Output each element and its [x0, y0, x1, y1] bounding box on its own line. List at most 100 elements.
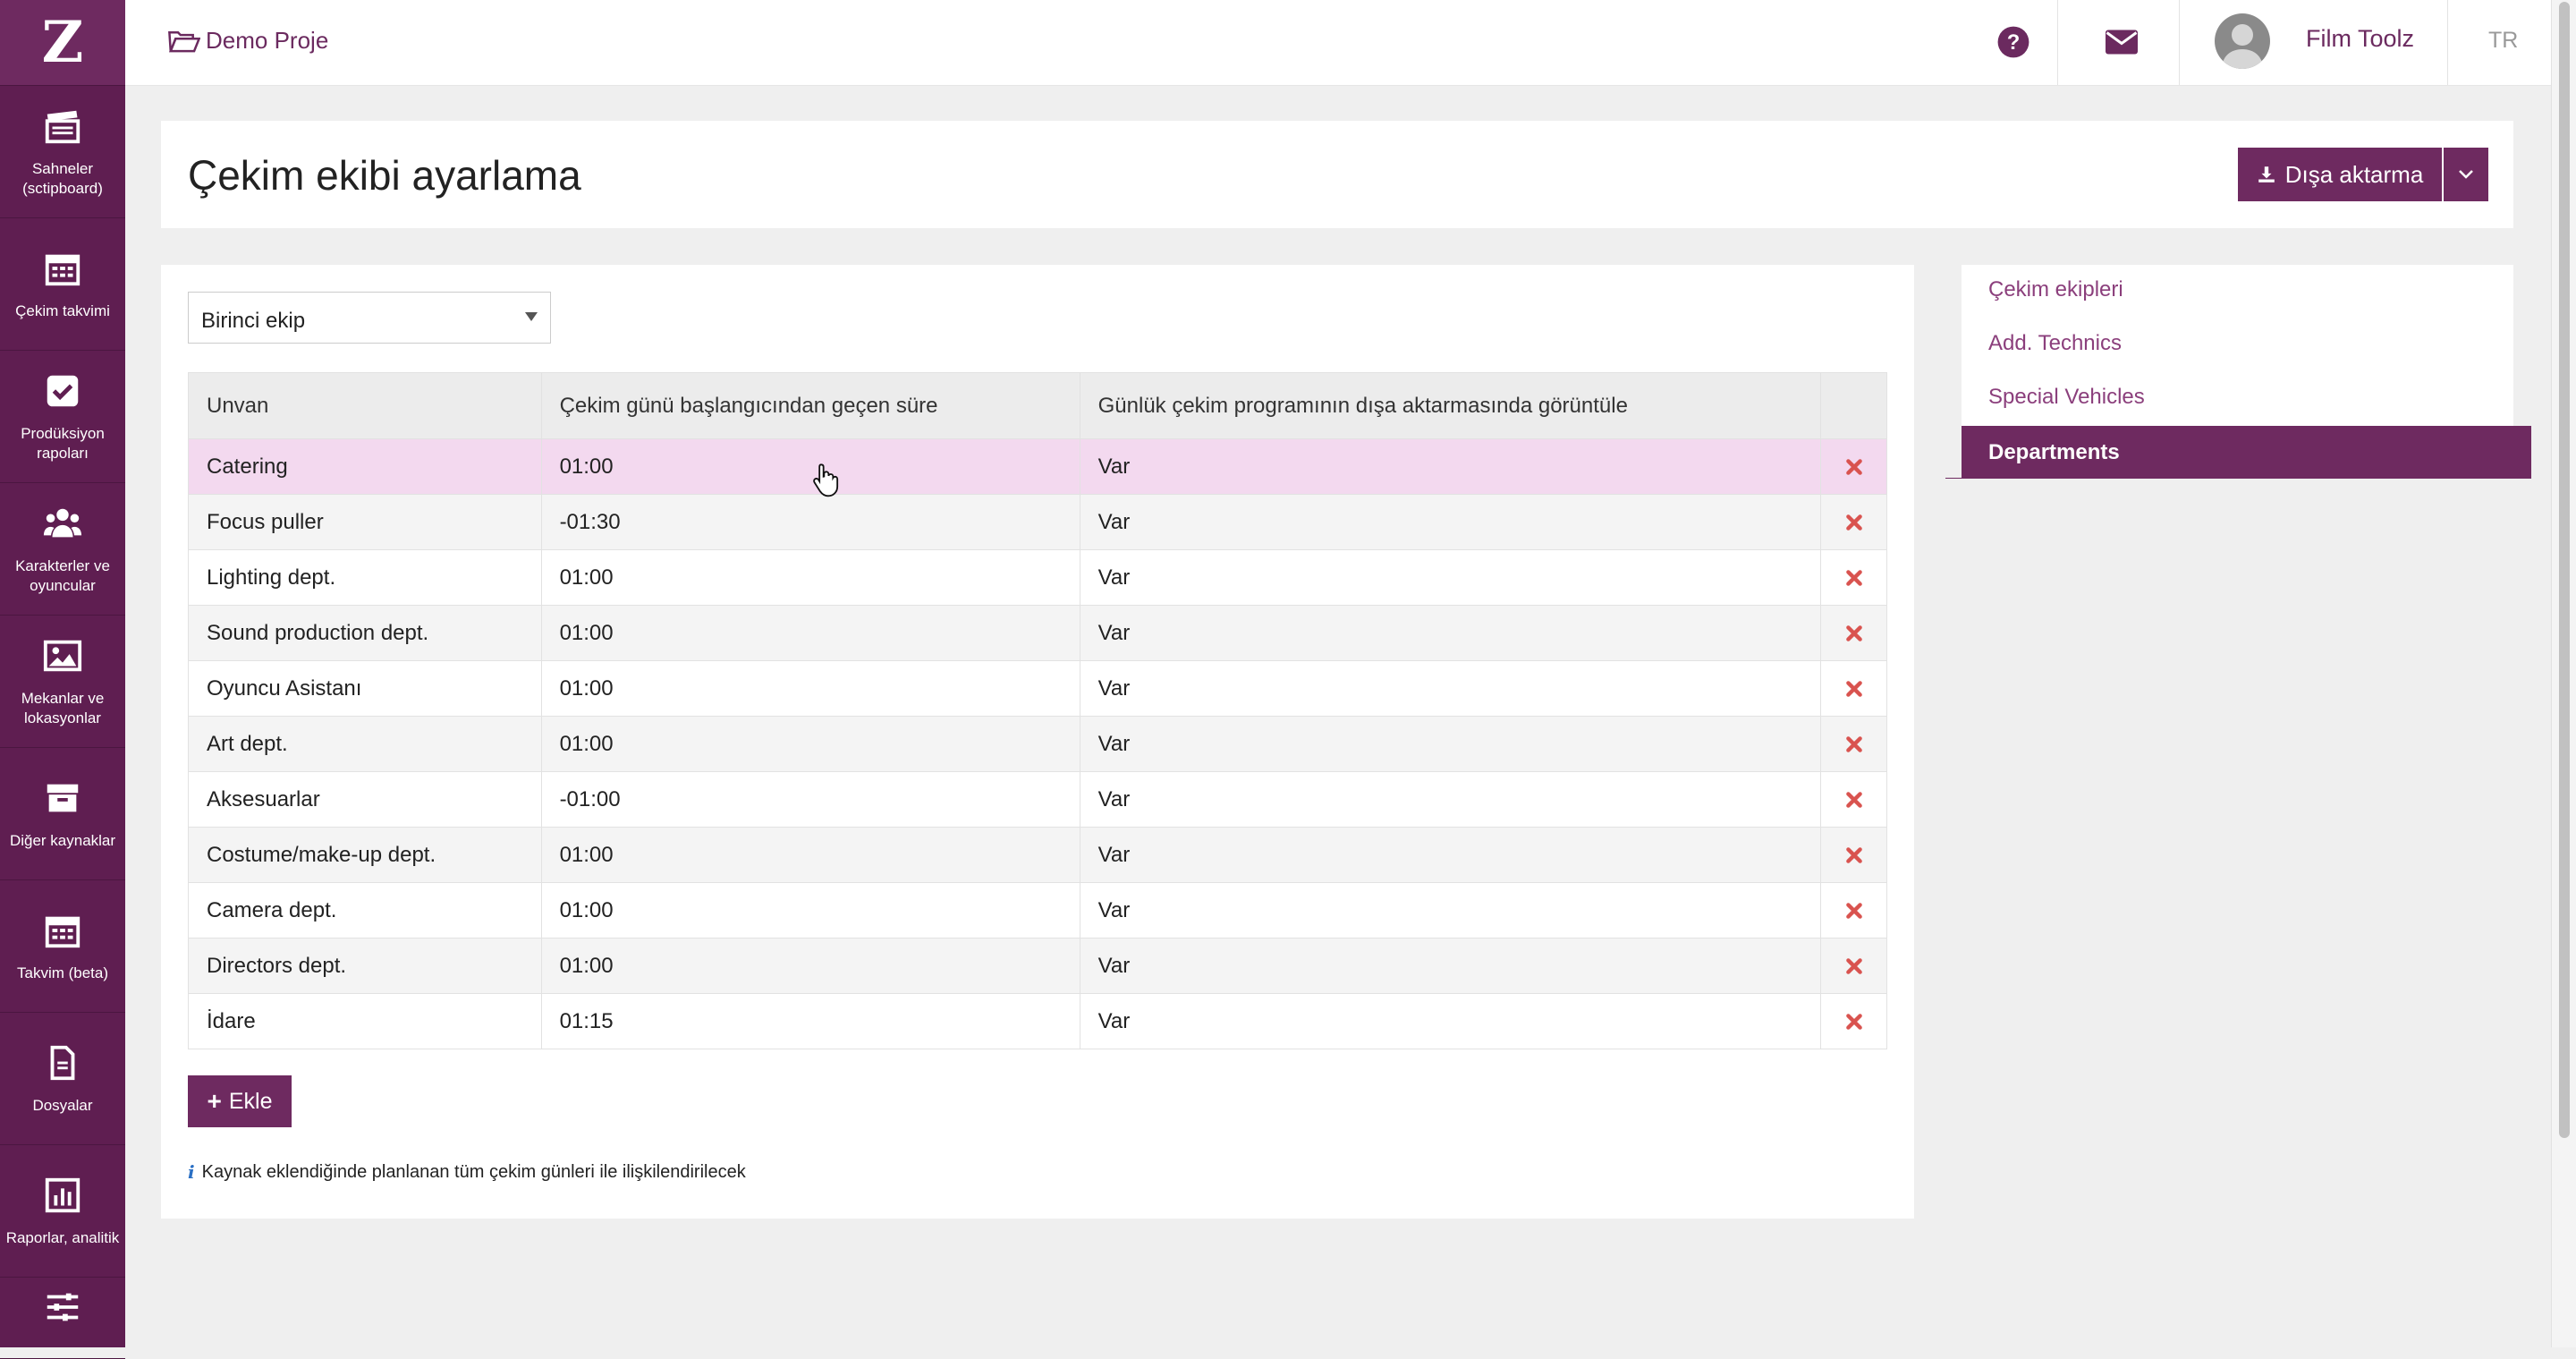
table-row[interactable]: Art dept. 01:00 Var	[188, 716, 1887, 772]
cell-offset[interactable]: 01:00	[540, 716, 1080, 772]
avatar[interactable]	[2215, 13, 2270, 69]
table-row[interactable]: Aksesuarlar -01:00 Var	[188, 771, 1887, 828]
delete-row-button[interactable]	[1821, 679, 1886, 699]
table-row[interactable]: Camera dept. 01:00 Var	[188, 882, 1887, 939]
crew-select[interactable]: Birinci ekip	[188, 292, 551, 344]
cell-show[interactable]: Var	[1079, 605, 1822, 661]
cell-title[interactable]: Oyuncu Asistanı	[188, 660, 542, 717]
cell-title[interactable]: Catering	[188, 438, 542, 495]
envelope-icon[interactable]	[2104, 29, 2140, 55]
user-name[interactable]: Film Toolz	[2306, 25, 2415, 52]
nav-item-crews[interactable]: Çekim ekipleri	[1988, 277, 2123, 302]
export-dropdown-toggle[interactable]	[2444, 148, 2488, 201]
cell-show[interactable]: Var	[1079, 494, 1822, 550]
cell-show[interactable]: Var	[1079, 938, 1822, 994]
image-icon	[43, 640, 82, 671]
nav-item-departments[interactable]: Departments	[1945, 426, 2531, 479]
hand-cursor-icon	[813, 463, 839, 497]
cell-title[interactable]: Sound production dept.	[188, 605, 542, 661]
cell-title[interactable]: Lighting dept.	[188, 549, 542, 606]
delete-x-icon	[1845, 957, 1862, 974]
cell-offset[interactable]: 01:00	[540, 549, 1080, 606]
sidebar-item-reports[interactable]: Raporlar, analitik	[0, 1145, 125, 1278]
nav-item-special-vehicles[interactable]: Special Vehicles	[1988, 385, 2145, 409]
page-scrollbar[interactable]	[2551, 0, 2576, 1347]
column-header-offset[interactable]: Çekim günü başlangıcından geçen süre	[540, 372, 1080, 439]
cell-offset[interactable]: 01:00	[540, 660, 1080, 717]
sidebar-item-scenes[interactable]: Sahneler (sctipboard)	[0, 86, 125, 218]
info-icon: i	[188, 1161, 195, 1183]
sidebar-item-calendar-beta[interactable]: Takvim (beta)	[0, 880, 125, 1013]
cell-show[interactable]: Var	[1079, 771, 1822, 828]
table-row[interactable]: Oyuncu Asistanı 01:00 Var	[188, 660, 1887, 717]
language-switch[interactable]: TR	[2488, 28, 2519, 53]
cell-offset[interactable]: 01:00	[540, 605, 1080, 661]
cell-show[interactable]: Var	[1079, 438, 1822, 495]
table-row[interactable]: Sound production dept. 01:00 Var	[188, 605, 1887, 661]
cell-offset[interactable]: -01:30	[540, 494, 1080, 550]
cell-show[interactable]: Var	[1079, 549, 1822, 606]
nav-item-label: Departments	[1988, 440, 2120, 464]
cell-show[interactable]: Var	[1079, 716, 1822, 772]
help-icon[interactable]: ?	[1996, 25, 2030, 59]
app-logo[interactable]: Z	[0, 0, 125, 86]
cell-title[interactable]: Directors dept.	[188, 938, 542, 994]
table-row[interactable]: Catering 01:00 Var	[188, 438, 1887, 495]
cell-title[interactable]: Camera dept.	[188, 882, 542, 939]
departments-table: Unvan Çekim günü başlangıcından geçen sü…	[188, 372, 1887, 1049]
cell-title[interactable]: Focus puller	[188, 494, 542, 550]
column-header-title[interactable]: Unvan	[188, 372, 542, 439]
sidebar-item-production-reports[interactable]: Prodüksiyon rapoları	[0, 351, 125, 483]
nav-item-add-technics[interactable]: Add. Technics	[1988, 331, 2122, 355]
delete-row-button[interactable]	[1821, 790, 1886, 810]
table-row[interactable]: Focus puller -01:30 Var	[188, 494, 1887, 550]
cell-title[interactable]: Costume/make-up dept.	[188, 827, 542, 883]
delete-x-icon	[1845, 680, 1862, 697]
cell-title[interactable]: Art dept.	[188, 716, 542, 772]
sidebar-item-other-resources[interactable]: Diğer kaynaklar	[0, 748, 125, 880]
delete-x-icon	[1845, 735, 1862, 752]
column-header-show-in-export[interactable]: Günlük çekim programının dışa aktarmasın…	[1079, 372, 1822, 439]
delete-row-button[interactable]	[1821, 1012, 1886, 1032]
cell-offset[interactable]: 01:00	[540, 938, 1080, 994]
sliders-icon	[47, 1293, 79, 1321]
table-row[interactable]: Directors dept. 01:00 Var	[188, 938, 1887, 994]
cell-show[interactable]: Var	[1079, 660, 1822, 717]
cell-offset[interactable]: 01:15	[540, 993, 1080, 1049]
sidebar-item-locations[interactable]: Mekanlar ve lokasyonlar	[0, 616, 125, 748]
sidebar-item-label: Prodüksiyon rapoları	[21, 424, 105, 462]
sidebar-item-shooting-schedule[interactable]: Çekim takvimi	[0, 218, 125, 351]
divider	[2179, 0, 2180, 85]
delete-row-button[interactable]	[1821, 735, 1886, 754]
cell-show[interactable]: Var	[1079, 882, 1822, 939]
cell-actions	[1820, 716, 1887, 772]
scrollbar-thumb[interactable]	[2559, 2, 2570, 1138]
cell-title[interactable]: Aksesuarlar	[188, 771, 542, 828]
cell-offset[interactable]: 01:00	[540, 827, 1080, 883]
cell-title[interactable]: İdare	[188, 993, 542, 1049]
sidebar-item-settings[interactable]	[0, 1278, 125, 1359]
table-row[interactable]: Lighting dept. 01:00 Var	[188, 549, 1887, 606]
cell-offset[interactable]: 01:00	[540, 882, 1080, 939]
delete-row-button[interactable]	[1821, 457, 1886, 477]
export-button[interactable]: Dışa aktarma	[2238, 148, 2442, 201]
sidebar-item-files[interactable]: Dosyalar	[0, 1013, 125, 1145]
delete-row-button[interactable]	[1821, 901, 1886, 921]
caret-down-icon	[525, 312, 538, 321]
page-title: Çekim ekibi ayarlama	[188, 152, 581, 199]
delete-row-button[interactable]	[1821, 845, 1886, 865]
delete-row-button[interactable]	[1821, 956, 1886, 976]
table-row[interactable]: Costume/make-up dept. 01:00 Var	[188, 827, 1887, 883]
add-button[interactable]: + Ekle	[188, 1075, 292, 1127]
cell-offset[interactable]: -01:00	[540, 771, 1080, 828]
cell-show[interactable]: Var	[1079, 827, 1822, 883]
cell-actions	[1820, 993, 1887, 1049]
delete-row-button[interactable]	[1821, 624, 1886, 643]
cell-offset[interactable]: 01:00	[540, 438, 1080, 495]
delete-row-button[interactable]	[1821, 568, 1886, 588]
project-link[interactable]: Demo Proje	[168, 27, 328, 55]
cell-show[interactable]: Var	[1079, 993, 1822, 1049]
sidebar-item-characters[interactable]: Karakterler ve oyuncular	[0, 483, 125, 616]
delete-row-button[interactable]	[1821, 513, 1886, 532]
table-row[interactable]: İdare 01:15 Var	[188, 993, 1887, 1049]
